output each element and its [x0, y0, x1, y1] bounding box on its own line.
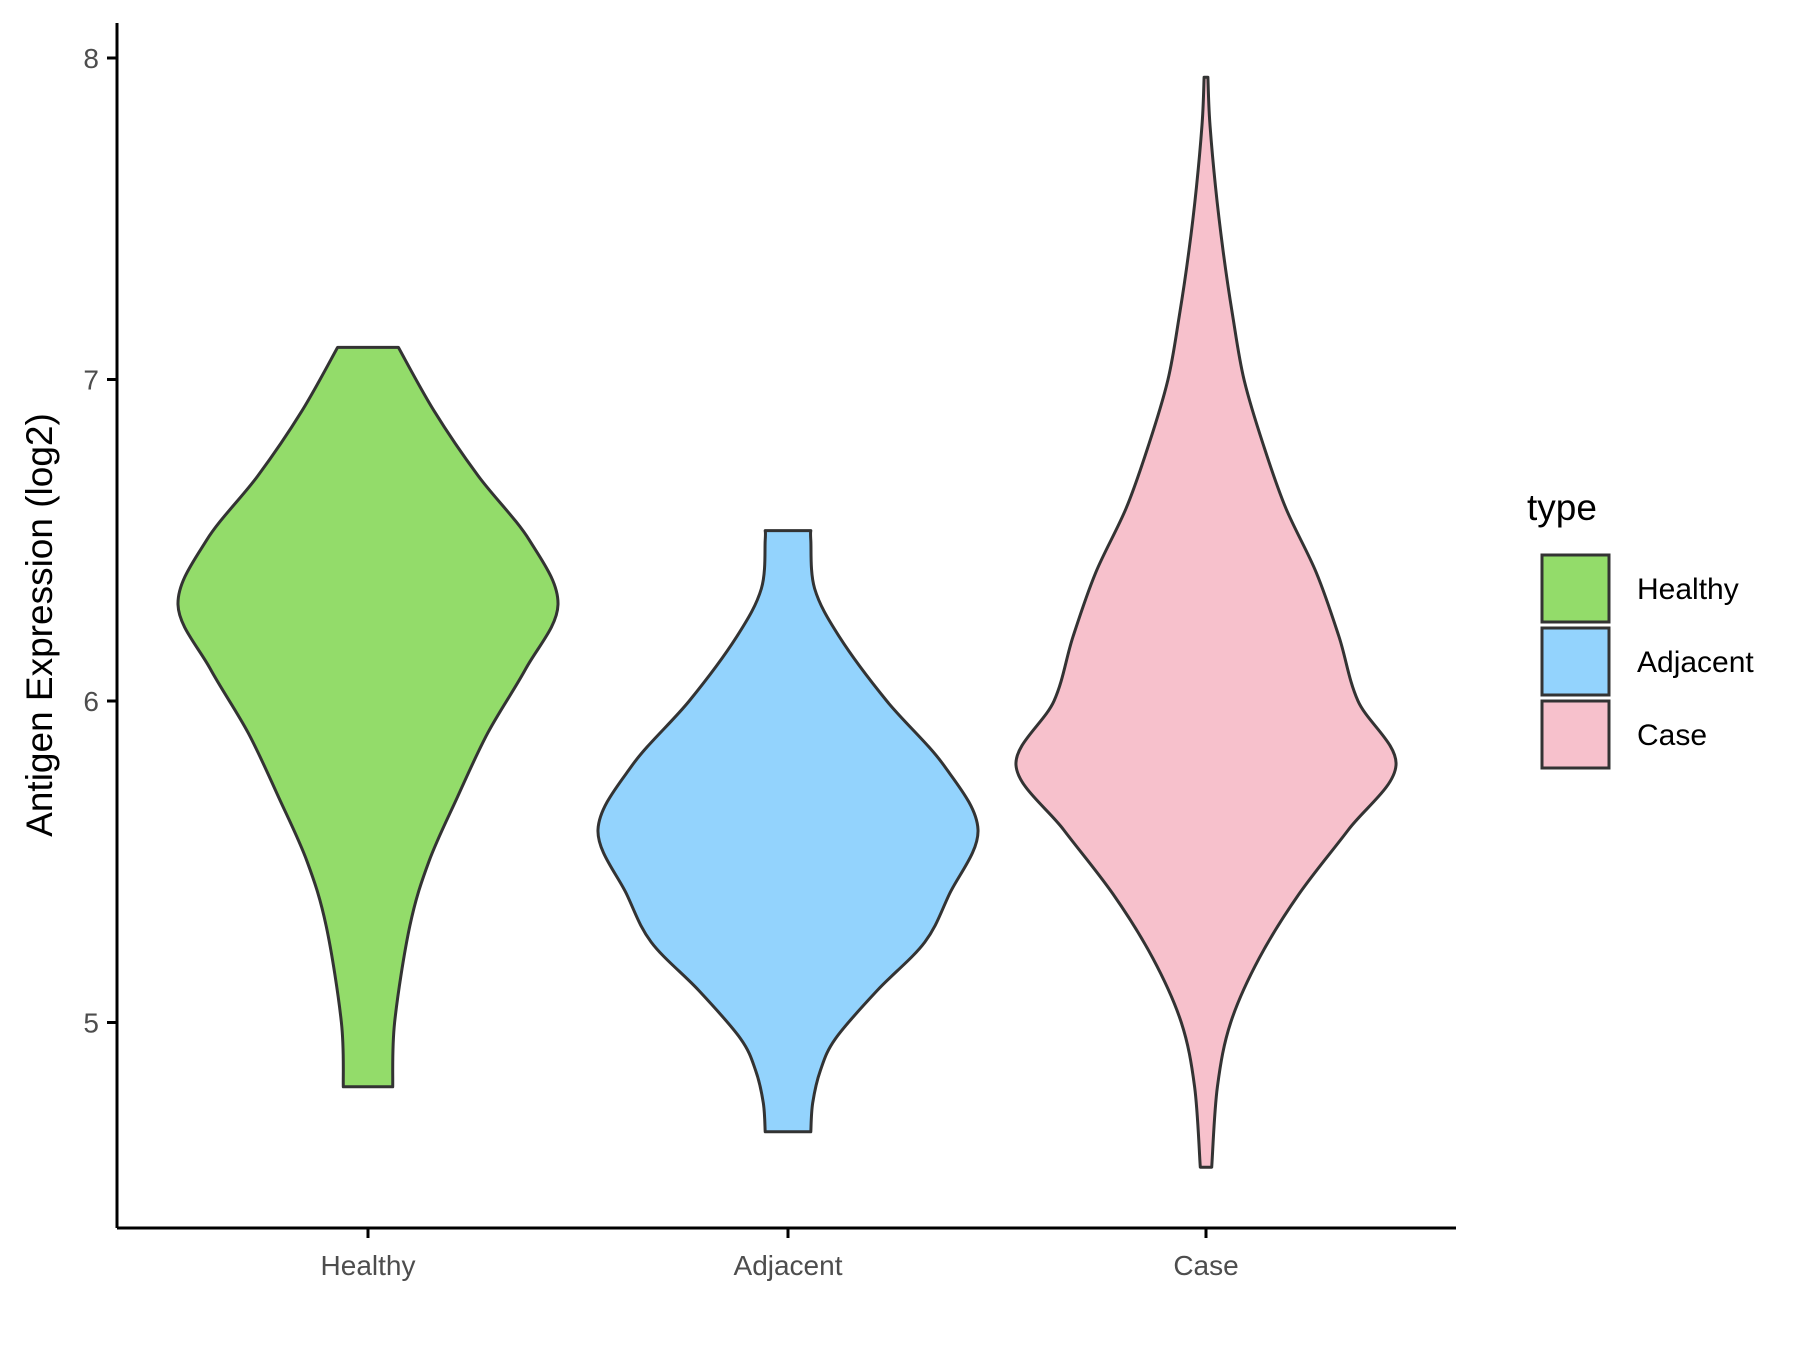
y-tick-label: 6	[83, 686, 99, 717]
legend-item-healthy: Healthy	[1540, 553, 1739, 624]
y-tick-label: 5	[83, 1008, 99, 1039]
legend-label: Healthy	[1637, 573, 1739, 606]
x-tick-label: Healthy	[321, 1250, 416, 1281]
legend-swatch	[1540, 553, 1611, 624]
y-tick-label: 8	[83, 43, 99, 74]
legend-label: Case	[1637, 719, 1707, 752]
legend: type Healthy Adjacent Case	[1527, 487, 1754, 770]
legend-item-case: Case	[1540, 699, 1707, 770]
x-tick-label: Adjacent	[734, 1250, 843, 1281]
violin-healthy	[176, 345, 560, 1089]
legend-swatch	[1540, 699, 1611, 770]
legend-item-adjacent: Adjacent	[1540, 626, 1754, 697]
legend-label: Adjacent	[1637, 646, 1754, 679]
legend-title: type	[1527, 487, 1597, 528]
violin-adjacent	[596, 529, 980, 1134]
violin-case	[1014, 75, 1398, 1169]
legend-swatch	[1540, 626, 1611, 697]
violin-layer	[176, 75, 1398, 1169]
x-tick-label: Case	[1173, 1250, 1238, 1281]
y-axis-ticks: 5 6 7 8	[83, 43, 117, 1039]
y-axis-title: Antigen Expression (log2)	[19, 413, 60, 837]
x-axis-ticks: Healthy Adjacent Case	[321, 1228, 1239, 1281]
y-tick-label: 7	[83, 365, 99, 396]
